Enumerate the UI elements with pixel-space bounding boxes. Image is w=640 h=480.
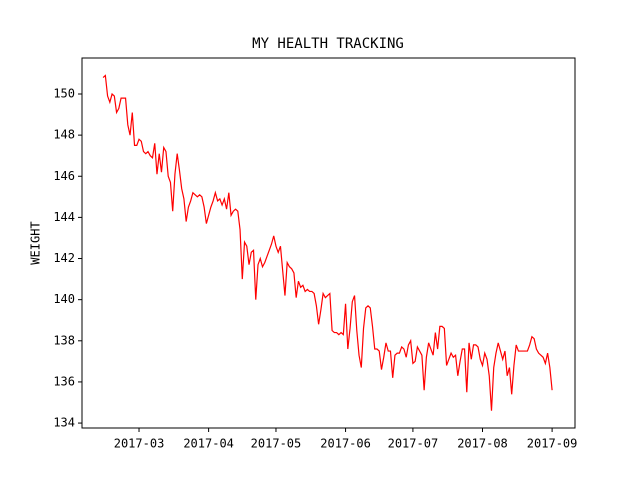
y-tick-label: 136 — [53, 374, 75, 388]
x-tick-label: 2017-05 — [251, 437, 302, 451]
x-tick-label: 2017-07 — [388, 437, 439, 451]
y-tick-label: 146 — [53, 169, 75, 183]
y-tick-label: 138 — [53, 333, 75, 347]
x-tick-label: 2017-06 — [320, 437, 371, 451]
x-tick-label: 2017-09 — [527, 437, 578, 451]
y-tick-label: 150 — [53, 86, 75, 100]
y-tick-label: 144 — [53, 210, 75, 224]
x-tick-label: 2017-04 — [183, 437, 234, 451]
x-tick-label: 2017-08 — [457, 437, 508, 451]
y-tick-label: 140 — [53, 292, 75, 306]
y-tick-label: 134 — [53, 416, 75, 430]
y-tick-label: 142 — [53, 251, 75, 265]
y-axis-label: WEIGHT — [29, 221, 43, 264]
weight-line — [102, 74, 553, 411]
y-tick-label: 148 — [53, 128, 75, 142]
chart-title: MY HEALTH TRACKING — [252, 36, 404, 52]
x-tick-label: 2017-03 — [114, 437, 165, 451]
plot-frame — [81, 57, 576, 429]
